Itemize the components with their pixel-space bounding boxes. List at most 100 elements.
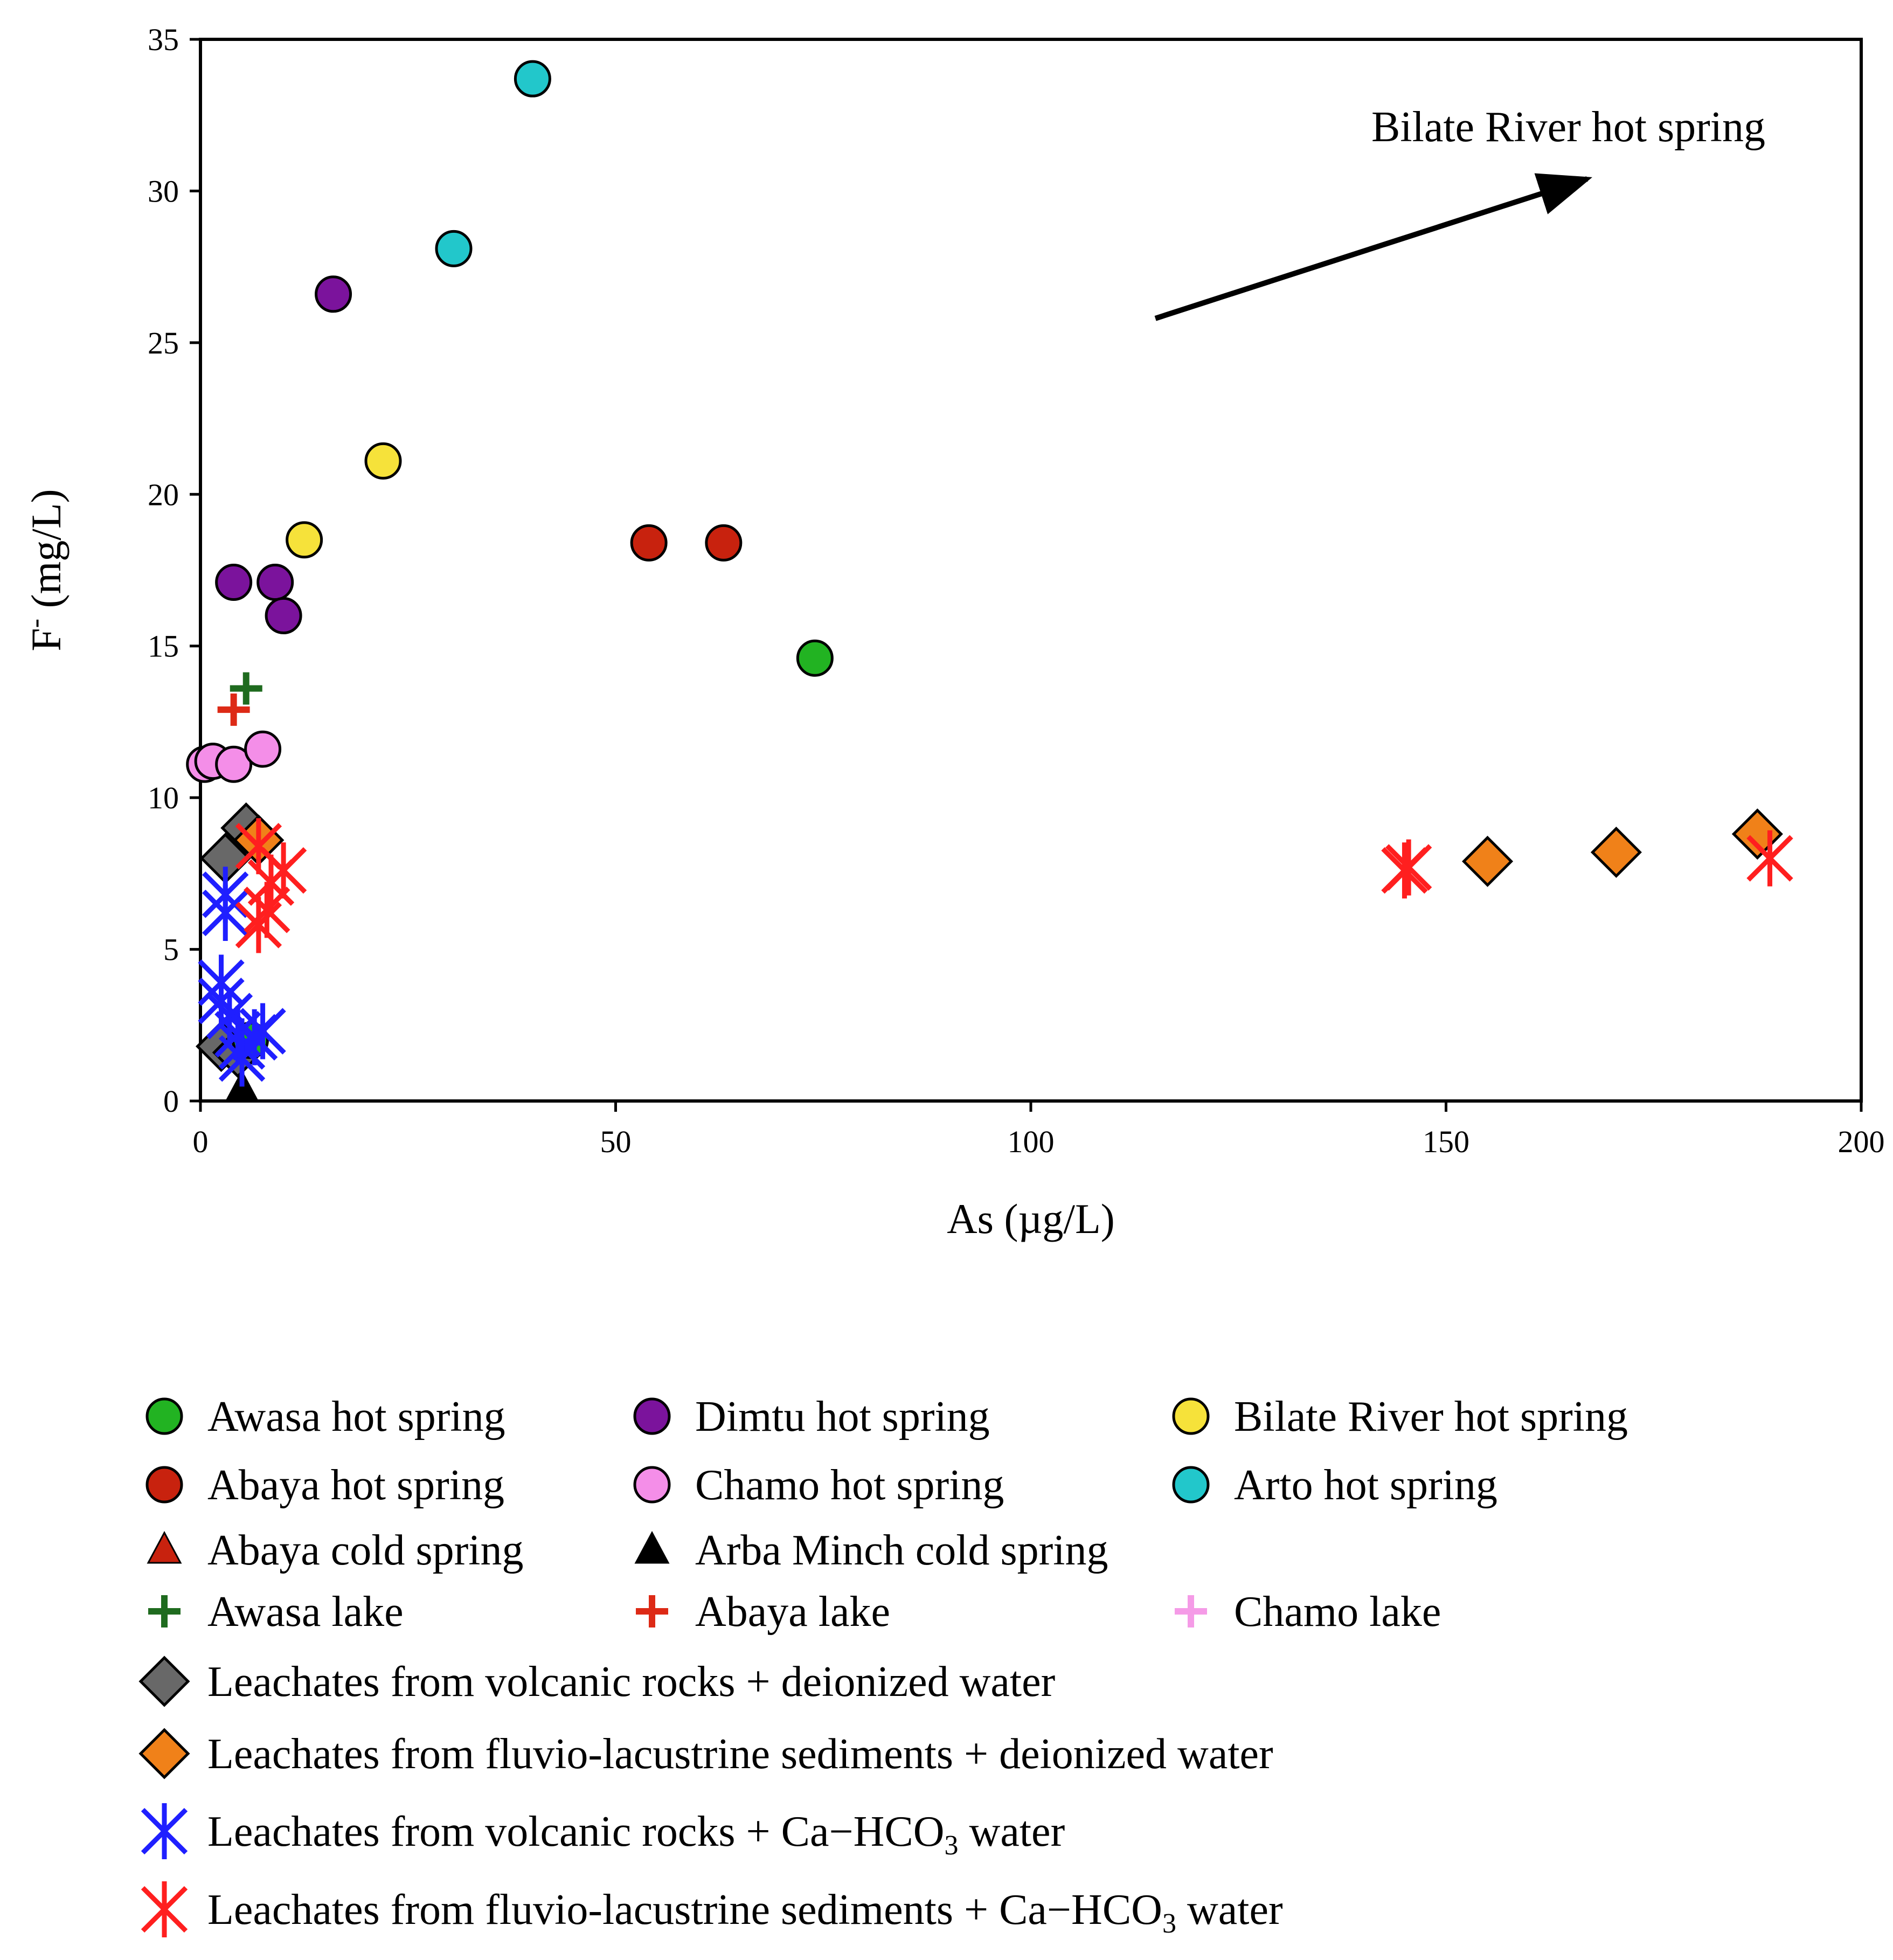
x-axis-title: As (µg/L): [947, 1195, 1114, 1242]
legend-label: Awasa lake: [207, 1588, 404, 1636]
data-point: [1590, 826, 1642, 878]
legend-marker: [138, 1656, 190, 1707]
data-point: [796, 639, 834, 677]
legend-label: Arba Minch cold spring: [695, 1527, 1108, 1574]
y-axis-title-superscript: -: [20, 619, 51, 628]
x-tick-label: 200: [1838, 1124, 1885, 1159]
legend-label-text: Chamo lake: [1234, 1588, 1441, 1636]
y-tick-label: 20: [148, 477, 179, 512]
legend-label: Abaya cold spring: [207, 1527, 524, 1574]
data-point: [514, 60, 551, 98]
legend-label-subscript: 3: [1162, 1908, 1176, 1939]
legend-label-text: Leachates from volcanic rocks + deionize…: [207, 1658, 1055, 1706]
annotation-label: Bilate River hot spring: [1371, 103, 1765, 151]
legend-marker: [147, 1530, 182, 1564]
plot-frame: [199, 38, 1863, 1103]
legend-marker: [633, 1466, 671, 1504]
data-point: [215, 745, 253, 783]
legend-item: Chamo lake: [1175, 1588, 1441, 1636]
data-point: [705, 524, 743, 562]
legend-label: Leachates from fluvio-lacustrine sedimen…: [207, 1730, 1273, 1778]
legend-item: Leachates from volcanic rocks + deionize…: [138, 1656, 1055, 1707]
x-axis-ticks: 0 50 100 150 200: [193, 1101, 1885, 1159]
data-point: [217, 693, 250, 726]
y-tick-label: 10: [148, 780, 179, 815]
legend-marker: [634, 1530, 670, 1564]
y-tick-label: 15: [148, 629, 179, 664]
legend-label-text: Abaya cold spring: [207, 1527, 524, 1574]
legend-marker: [141, 1803, 188, 1859]
data-point: [256, 564, 294, 601]
legend-marker: [1175, 1595, 1207, 1627]
data-point: [230, 672, 262, 705]
legend-label: Arto hot spring: [1234, 1462, 1497, 1509]
legend-label-text: Awasa hot spring: [207, 1393, 505, 1440]
legend-label: Bilate River hot spring: [1234, 1393, 1628, 1440]
legend-label: Abaya hot spring: [207, 1462, 504, 1509]
legend-item: Leachates from fluvio-lacustrine sedimen…: [141, 1881, 1283, 1939]
legend-item: Abaya lake: [636, 1588, 890, 1636]
data-point: [202, 885, 249, 941]
y-tick-label: 35: [148, 22, 179, 57]
data-point: [244, 882, 290, 938]
legend-label-text: Leachates from fluvio-lacustrine sedimen…: [207, 1886, 1162, 1934]
legend-marker: [145, 1397, 183, 1435]
data-point: [215, 564, 253, 601]
legend-label-subscript: 3: [945, 1830, 959, 1861]
legend-marker: [148, 1595, 181, 1627]
legend-label: Abaya lake: [695, 1588, 890, 1636]
data-point: [630, 524, 668, 562]
annotation-arrow: [1154, 173, 1592, 321]
legend-label: Leachates from volcanic rocks + deionize…: [207, 1658, 1055, 1706]
data-point: [1746, 830, 1793, 886]
legend-label: Dimtu hot spring: [695, 1393, 990, 1440]
legend-item: Leachates from volcanic rocks + Ca−HCO3 …: [141, 1803, 1065, 1861]
legend-item: Bilate River hot spring: [1172, 1393, 1628, 1440]
legend-marker: [141, 1881, 188, 1937]
data-point: [286, 521, 323, 559]
legend-label-tail: water: [1176, 1886, 1283, 1934]
x-tick-label: 150: [1423, 1124, 1469, 1159]
data-point: [265, 597, 302, 634]
legend-marker: [145, 1466, 183, 1504]
legend-item: Awasa hot spring: [145, 1393, 505, 1440]
y-tick-label: 25: [148, 325, 179, 361]
legend-item: Arba Minch cold spring: [634, 1527, 1108, 1574]
y-axis-ticks: 0 5 10 15 20 25 30 35: [148, 22, 200, 1119]
legend-item: Arto hot spring: [1172, 1462, 1497, 1509]
legend: Awasa hot spring Dimtu hot spring Bilate R…: [138, 1393, 1628, 1939]
data-point: [1462, 835, 1514, 887]
data-points: [186, 60, 1793, 1103]
y-axis-title: F- (mg/L): [20, 489, 70, 651]
legend-label: Leachates from fluvio-lacustrine sedimen…: [207, 1886, 1283, 1939]
x-tick-label: 50: [600, 1124, 632, 1159]
legend-marker: [1172, 1466, 1210, 1504]
legend-label-text: Arto hot spring: [1234, 1462, 1497, 1509]
legend-label-text: Dimtu hot spring: [695, 1393, 990, 1440]
x-tick-label: 100: [1008, 1124, 1055, 1159]
legend-label-text: Leachates from fluvio-lacustrine sedimen…: [207, 1730, 1273, 1778]
legend-item: Leachates from fluvio-lacustrine sedimen…: [138, 1728, 1273, 1779]
legend-marker: [1172, 1397, 1210, 1435]
legend-label-text: Bilate River hot spring: [1234, 1393, 1628, 1440]
y-tick-label: 30: [148, 174, 179, 209]
legend-label-text: Chamo hot spring: [695, 1462, 1004, 1509]
x-tick-label: 0: [193, 1124, 209, 1159]
data-point: [364, 442, 402, 480]
legend-label-tail: water: [959, 1808, 1065, 1855]
legend-label-text: Abaya hot spring: [207, 1462, 504, 1509]
legend-label-text: Abaya lake: [695, 1588, 890, 1636]
legend-label-text: Arba Minch cold spring: [695, 1527, 1108, 1574]
data-point: [1731, 808, 1783, 860]
legend-marker: [633, 1397, 671, 1435]
data-point: [315, 275, 352, 313]
legend-item: Abaya cold spring: [147, 1527, 524, 1574]
data-point: [235, 897, 282, 953]
data-point: [218, 1030, 266, 1087]
legend-label-text: Leachates from volcanic rocks + Ca−HCO: [207, 1808, 945, 1855]
legend-label: Chamo lake: [1234, 1588, 1441, 1636]
legend-item: Abaya hot spring: [145, 1462, 504, 1509]
legend-label-text: Awasa lake: [207, 1588, 404, 1636]
y-tick-label: 5: [163, 932, 179, 967]
